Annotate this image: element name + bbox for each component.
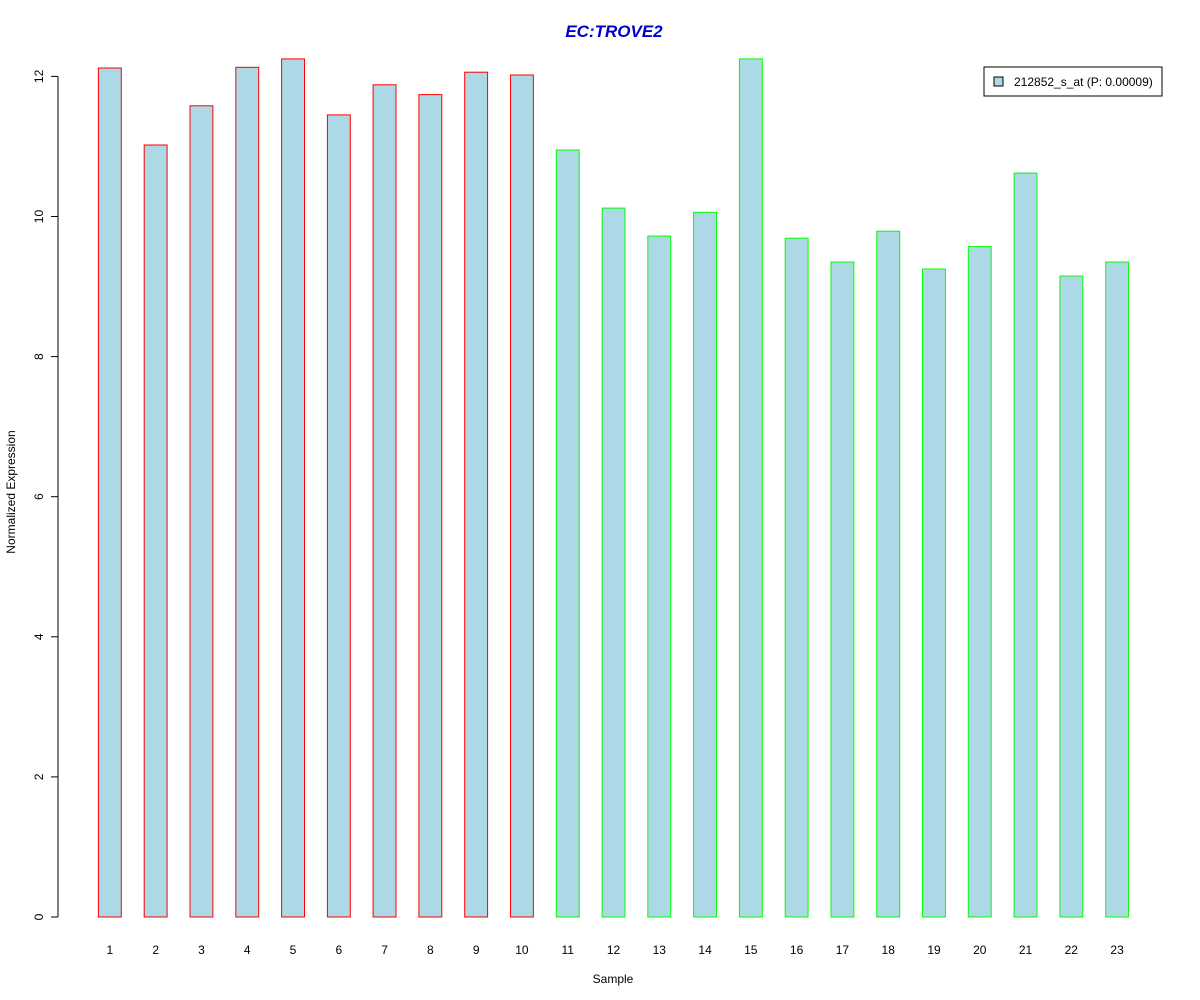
x-tick-label: 12 — [607, 943, 621, 957]
y-tick-label: 8 — [32, 353, 46, 360]
x-tick-label: 2 — [152, 943, 159, 957]
x-tick-label: 22 — [1065, 943, 1079, 957]
x-tick-label: 15 — [744, 943, 758, 957]
x-tick-label: 21 — [1019, 943, 1033, 957]
x-tick-label: 4 — [244, 943, 251, 957]
x-tick-label: 23 — [1110, 943, 1124, 957]
x-tick-label: 3 — [198, 943, 205, 957]
bar-sample-12 — [601, 207, 626, 918]
bar-sample-3 — [189, 105, 214, 918]
x-tick-label: 6 — [335, 943, 342, 957]
y-tick-label: 4 — [32, 633, 46, 640]
bar-sample-9 — [464, 71, 489, 918]
bar-sample-1 — [97, 67, 122, 918]
bar-sample-10 — [510, 74, 534, 918]
legend: 212852_s_at (P: 0.00009) — [983, 66, 1163, 97]
x-tick-label: 1 — [107, 943, 114, 957]
bar-sample-17 — [830, 261, 855, 918]
x-tick-label: 7 — [381, 943, 388, 957]
y-axis-title: Normalized Expression — [4, 430, 18, 553]
legend-label: 212852_s_at (P: 0.00009) — [1014, 75, 1153, 89]
legend-swatch — [993, 76, 1004, 87]
bar-sample-14 — [693, 211, 717, 918]
y-tick-label: 12 — [32, 69, 46, 83]
bar-sample-13 — [647, 235, 672, 918]
x-axis-title: Sample — [593, 972, 634, 986]
x-tick-label: 20 — [973, 943, 987, 957]
bar-sample-18 — [876, 230, 901, 918]
bar-sample-22 — [1059, 275, 1084, 918]
y-tick-label: 0 — [32, 913, 46, 920]
bar-sample-19 — [922, 268, 946, 918]
bar-sample-4 — [235, 66, 260, 918]
bar-sample-16 — [784, 237, 809, 918]
bar-sample-15 — [738, 58, 763, 918]
bar-sample-23 — [1105, 261, 1130, 918]
x-tick-label: 19 — [927, 943, 941, 957]
x-tick-label: 17 — [836, 943, 850, 957]
y-tick-label: 2 — [32, 773, 46, 780]
x-tick-label: 14 — [698, 943, 712, 957]
x-tick-label: 13 — [653, 943, 667, 957]
bar-sample-11 — [555, 149, 580, 918]
x-tick-label: 18 — [882, 943, 896, 957]
bar-sample-5 — [281, 58, 306, 918]
chart-title: EC:TROVE2 — [565, 22, 663, 41]
x-tick-label: 8 — [427, 943, 434, 957]
x-tick-labels: 1 2 3 4 5 6 7 8 9 10 11 12 13 14 15 16 17 18 19 20 21 22 23 — [107, 943, 1125, 957]
x-tick-label: 5 — [290, 943, 297, 957]
bar-sample-2 — [143, 144, 168, 918]
x-tick-label: 10 — [515, 943, 529, 957]
y-axis: 0 2 4 6 8 10 12 — [32, 69, 59, 920]
bar-sample-7 — [372, 84, 397, 918]
x-tick-label: 9 — [473, 943, 480, 957]
bars — [97, 58, 1130, 918]
x-tick-label: 16 — [790, 943, 804, 957]
y-tick-label: 6 — [32, 493, 46, 500]
y-tick-label: 10 — [32, 210, 46, 224]
bar-sample-21 — [1013, 172, 1038, 918]
legend-box — [983, 66, 1163, 97]
bar-sample-6 — [326, 114, 351, 918]
bar-sample-20 — [967, 246, 992, 918]
bar-sample-8 — [418, 94, 443, 918]
x-tick-label: 11 — [561, 943, 574, 957]
